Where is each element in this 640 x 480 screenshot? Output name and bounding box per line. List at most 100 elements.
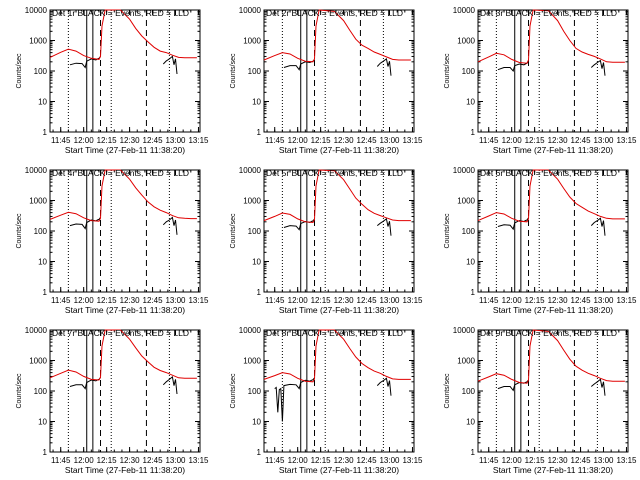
x-tick-label: 12:15 xyxy=(311,136,332,145)
x-tick-label: 12:00 xyxy=(74,296,95,305)
series-lld xyxy=(477,9,625,64)
y-axis-label: Counts/sec xyxy=(230,53,237,89)
x-tick-label: 13:15 xyxy=(188,136,209,145)
x-tick-label: 12:00 xyxy=(502,296,523,305)
x-tick-label: 12:15 xyxy=(311,456,332,465)
x-tick-label: 13:15 xyxy=(616,136,637,145)
y-tick-label: 10 xyxy=(38,418,47,427)
x-tick-label: 11:45 xyxy=(51,136,71,145)
plot-frame xyxy=(477,9,629,133)
x-tick-label: 11:45 xyxy=(265,296,285,305)
y-tick-label: 100 xyxy=(248,387,262,396)
chart-panel-7: 1 10 100 1000 10000 11:45 12:00 12:15 12:30 12:45… xyxy=(16,326,209,475)
y-tick-label: 10000 xyxy=(453,326,476,335)
series-lld xyxy=(49,169,197,222)
y-tick-label: 10000 xyxy=(239,6,262,15)
y-tick-label: 10000 xyxy=(25,166,48,175)
x-tick-label: 13:00 xyxy=(379,136,400,145)
y-tick-label: 1 xyxy=(257,448,262,457)
x-axis-label: Start Time (27-Feb-11 11:38:20) xyxy=(65,465,185,475)
series-events xyxy=(283,59,315,71)
x-tick-label: 12:30 xyxy=(548,136,569,145)
x-tick-label: 12:45 xyxy=(357,456,378,465)
y-tick-label: 1 xyxy=(471,128,476,137)
x-tick-label: 12:30 xyxy=(548,296,569,305)
x-tick-label: 12:30 xyxy=(548,456,569,465)
x-tick-label: 13:15 xyxy=(188,296,209,305)
series-events xyxy=(274,377,315,422)
series-events-late xyxy=(376,377,392,396)
series-events-late xyxy=(162,375,178,395)
y-tick-label: 1 xyxy=(257,288,262,297)
y-tick-label: 10 xyxy=(466,98,475,107)
series-events-late xyxy=(590,217,606,236)
x-tick-label: 13:00 xyxy=(593,296,614,305)
x-tick-label: 12:30 xyxy=(334,136,355,145)
plot-frame xyxy=(263,329,415,453)
x-tick-label: 13:00 xyxy=(593,136,614,145)
panel-title: Det 8r BLACK = Events, RED = LLD xyxy=(266,328,403,338)
x-tick-label: 12:00 xyxy=(74,136,95,145)
y-tick-label: 1000 xyxy=(457,197,475,206)
y-tick-label: 100 xyxy=(34,387,48,396)
x-tick-label: 12:00 xyxy=(74,456,95,465)
x-tick-label: 12:45 xyxy=(143,296,164,305)
x-tick-label: 12:45 xyxy=(571,136,592,145)
x-tick-label: 12:00 xyxy=(502,456,523,465)
y-tick-label: 100 xyxy=(248,67,262,76)
x-tick-label: 11:45 xyxy=(51,296,71,305)
series-lld xyxy=(49,9,197,60)
x-axis-label: Start Time (27-Feb-11 11:38:20) xyxy=(493,465,613,475)
x-axis-label: Start Time (27-Feb-11 11:38:20) xyxy=(65,305,185,315)
chart-panel-6: 1 10 100 1000 10000 11:45 12:00 12:15 12:30 12:45… xyxy=(444,166,637,315)
series-events xyxy=(69,217,101,230)
chart-panel-1: 1 10 100 1000 10000 11:45 12:00 12:15 12:30 12:45… xyxy=(16,6,209,155)
x-axis-label: Start Time (27-Feb-11 11:38:20) xyxy=(279,305,399,315)
y-tick-label: 10000 xyxy=(25,6,48,15)
panel-title: Det 5r BLACK = Events, RED = LLD xyxy=(266,168,403,178)
x-axis-label: Start Time (27-Feb-11 11:38:20) xyxy=(279,145,399,155)
panel-title: Det 6r BLACK = Events, RED = LLD xyxy=(480,168,617,178)
panel-title: Det 1r BLACK = Events, RED = LLD xyxy=(52,8,189,18)
series-events-late xyxy=(162,55,178,75)
x-axis-label: Start Time (27-Feb-11 11:38:20) xyxy=(493,145,613,155)
y-axis-label: Counts/sec xyxy=(16,373,23,409)
y-tick-label: 1 xyxy=(471,288,476,297)
panel-title: Det 2r BLACK = Events, RED = LLD xyxy=(266,8,403,18)
series-lld xyxy=(263,9,411,63)
x-tick-label: 13:15 xyxy=(402,456,423,465)
y-tick-label: 1 xyxy=(43,288,48,297)
x-axis-label: Start Time (27-Feb-11 11:38:20) xyxy=(65,145,185,155)
x-tick-label: 12:15 xyxy=(97,456,118,465)
y-tick-label: 1 xyxy=(43,448,48,457)
x-tick-label: 12:45 xyxy=(357,296,378,305)
y-tick-label: 1000 xyxy=(243,37,261,46)
plot-frame xyxy=(477,169,629,293)
x-tick-label: 11:45 xyxy=(265,456,285,465)
y-tick-label: 10000 xyxy=(453,6,476,15)
x-tick-label: 12:15 xyxy=(311,296,332,305)
y-tick-label: 10 xyxy=(466,418,475,427)
x-tick-label: 13:00 xyxy=(165,296,186,305)
y-tick-label: 10 xyxy=(252,418,261,427)
chart-panel-4: 1 10 100 1000 10000 11:45 12:00 12:15 12:30 12:45… xyxy=(16,166,209,315)
x-tick-label: 11:45 xyxy=(479,456,499,465)
plot-frame xyxy=(263,169,415,293)
y-tick-label: 100 xyxy=(34,67,48,76)
x-tick-label: 12:15 xyxy=(97,136,118,145)
x-tick-label: 13:15 xyxy=(616,296,637,305)
y-tick-label: 1000 xyxy=(243,197,261,206)
x-tick-label: 12:15 xyxy=(97,296,118,305)
series-events xyxy=(497,379,529,392)
x-tick-label: 13:00 xyxy=(165,136,186,145)
y-axis-label: Counts/sec xyxy=(444,213,451,249)
x-tick-label: 12:00 xyxy=(502,136,523,145)
chart-panel-2: 1 10 100 1000 10000 11:45 12:00 12:15 12:30 12:45… xyxy=(230,6,423,155)
series-events-late xyxy=(590,59,606,76)
x-tick-label: 12:30 xyxy=(120,456,141,465)
y-tick-label: 100 xyxy=(462,67,476,76)
x-tick-label: 12:00 xyxy=(288,136,309,145)
x-tick-label: 11:45 xyxy=(265,136,285,145)
chart-panel-3: 1 10 100 1000 10000 11:45 12:00 12:15 12:30 12:45… xyxy=(444,6,637,155)
